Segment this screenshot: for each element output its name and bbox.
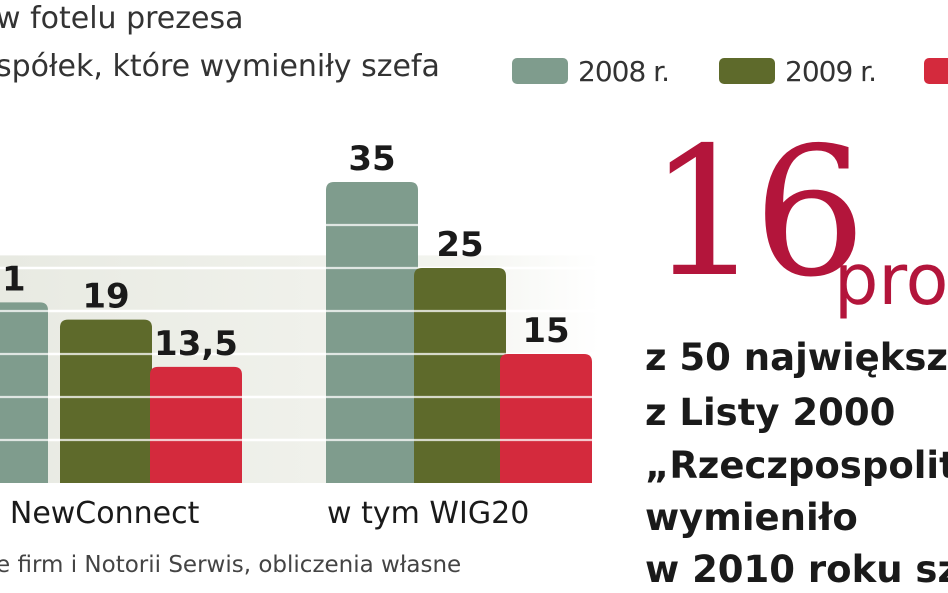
- category-label-newconnect: i NewConnect: [0, 496, 200, 531]
- bar: [150, 366, 242, 483]
- data-label: 19: [82, 277, 129, 317]
- callout-number: 16: [648, 109, 866, 316]
- bar: [0, 302, 48, 483]
- callout-line-2: z Listy 2000: [645, 391, 896, 434]
- callout-line-5: w 2010 roku sze: [645, 548, 948, 591]
- legend-swatch-2010: [924, 58, 948, 84]
- callout-line-3: „Rzeczpospolite: [645, 444, 948, 487]
- callout-unit: pro: [834, 239, 948, 321]
- legend-label-2009: 2009 r.: [785, 54, 877, 88]
- legend-swatch-2008: [512, 58, 568, 84]
- chart-title-line1: w fotelu prezesa: [0, 1, 244, 36]
- data-label: 21: [0, 259, 26, 299]
- callout-line-4: wymieniło: [645, 496, 858, 539]
- chart-title-line2: spółek, które wymieniły szefa: [0, 49, 440, 84]
- legend-item-2010: [924, 56, 948, 86]
- legend-item-2008: 2008 r.: [512, 54, 670, 88]
- legend-label-2008: 2008 r.: [578, 54, 670, 88]
- category-label-wig20: w tym WIG20: [327, 496, 530, 531]
- bar: [414, 268, 506, 483]
- data-label: 25: [436, 225, 483, 265]
- legend-item-2009: 2009 r.: [719, 54, 877, 88]
- legend-swatch-2009: [719, 58, 775, 84]
- data-label: 15: [522, 311, 569, 351]
- bar-chart: 21 35 19 25 13,5 15: [0, 137, 600, 483]
- source-note: e firm i Notorii Serwis, obliczenia włas…: [0, 552, 462, 578]
- data-label: 13,5: [154, 324, 238, 364]
- callout-line-1: z 50 największyc: [645, 336, 948, 379]
- bar: [60, 319, 152, 483]
- bar: [326, 182, 418, 483]
- data-label: 35: [348, 139, 395, 179]
- bar: [500, 354, 592, 483]
